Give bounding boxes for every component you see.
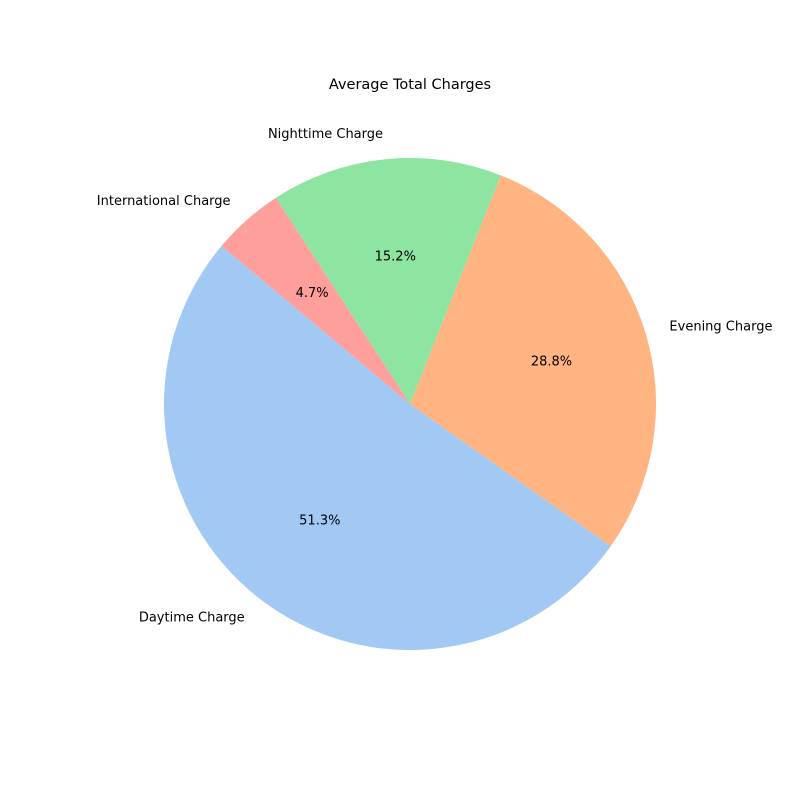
pie-labels: Daytime Charge 51.3% Evening Charge 28.8% Ni… [97,127,773,625]
slice-label: Nighttime Charge [268,127,383,142]
pie-slice-international-charge [221,197,410,404]
slice-percent-label: 4.7% [296,286,329,301]
pie-slice-daytime-charge [163,245,611,651]
slice-label: Daytime Charge [139,611,245,626]
slice-label: International Charge [97,194,231,209]
pie-slices [163,157,656,651]
slice-percent-label: 28.8% [531,355,572,370]
chart-title: Average Total Charges [329,77,491,93]
slice-percent-label: 15.2% [375,250,416,265]
pie-slice-evening-charge [410,175,656,547]
slice-label: Evening Charge [669,320,772,335]
slice-percent-label: 51.3% [299,513,340,528]
pie-slice-nighttime-charge [275,157,501,404]
